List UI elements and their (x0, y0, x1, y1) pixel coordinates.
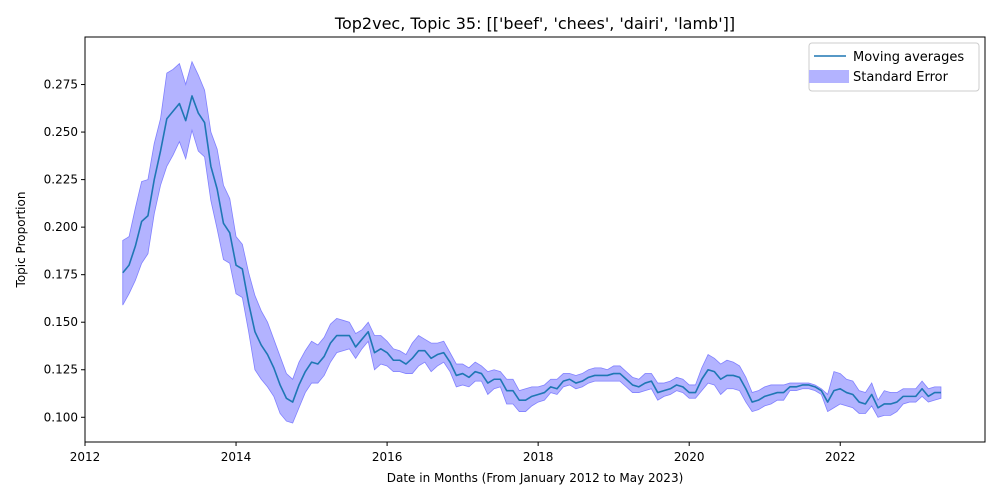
moving-average-line (122, 95, 941, 409)
x-tick-label: 2014 (221, 450, 252, 464)
legend: Moving averages Standard Error (808, 42, 980, 92)
legend-label-moving-averages: Moving averages (853, 50, 964, 65)
legend-band-swatch (809, 70, 849, 83)
chart-title: Top2vec, Topic 35: [['beef', 'chees', 'd… (334, 14, 735, 33)
standard-error-band (122, 60, 942, 424)
y-tick-label: 0.100 (44, 410, 78, 424)
legend-label-standard-error: Standard Error (853, 70, 949, 85)
standard-error-band-layer (122, 60, 942, 424)
y-tick-label: 0.125 (44, 363, 78, 377)
y-tick-label: 0.200 (44, 220, 78, 234)
plot-frame (84, 36, 986, 443)
y-axis: 0.100 0.125 0.150 0.175 0.200 0.225 0.250 0.275 (44, 78, 85, 424)
legend-box (808, 42, 980, 92)
y-tick-label: 0.175 (44, 268, 78, 282)
x-tick-label: 2022 (825, 450, 856, 464)
y-tick-label: 0.275 (44, 78, 78, 92)
y-tick-label: 0.250 (44, 125, 78, 139)
x-tick-label: 2020 (674, 450, 705, 464)
x-axis-label: Date in Months (From January 2012 to May… (387, 471, 684, 485)
moving-average-line-layer (122, 95, 941, 409)
y-tick-label: 0.225 (44, 173, 78, 187)
x-tick-label: 2012 (70, 450, 101, 464)
x-tick-label: 2018 (523, 450, 554, 464)
x-tick-label: 2016 (372, 450, 403, 464)
y-axis-label: Topic Proportion (14, 192, 28, 289)
y-tick-label: 0.150 (44, 315, 78, 329)
x-axis: 2012 2014 2016 2018 2020 2022 (70, 442, 856, 464)
